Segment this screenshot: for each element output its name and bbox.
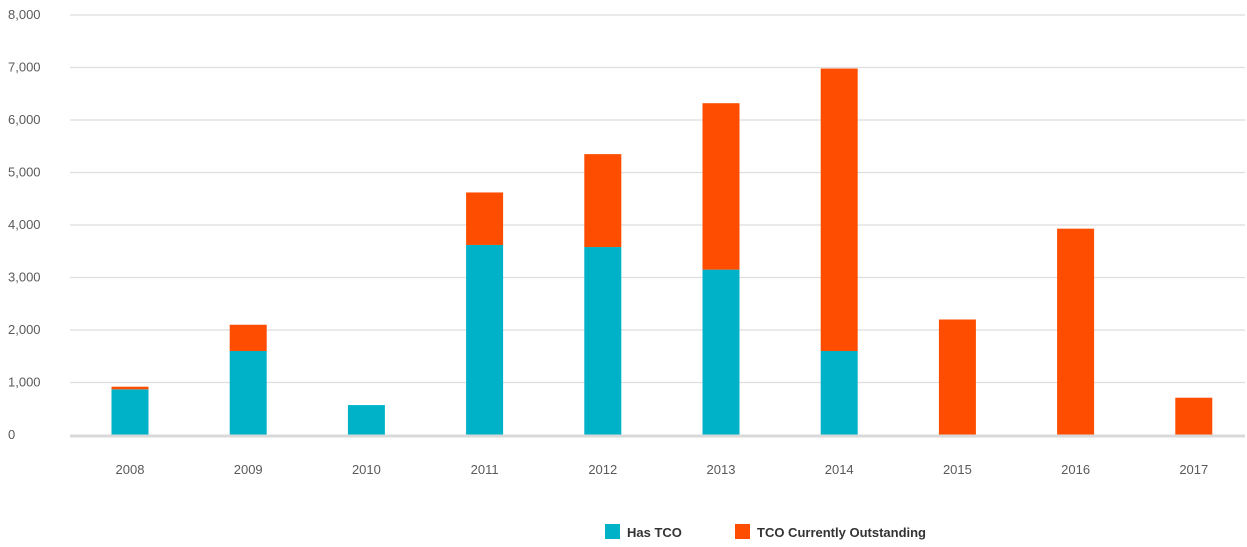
y-tick-label: 0 (8, 427, 15, 442)
y-tick-label: 1,000 (8, 375, 41, 390)
y-tick-label: 4,000 (8, 217, 41, 232)
y-axis: 0 1,000 2,000 3,000 4,000 5,000 6,000 7,000 8,00… (8, 7, 41, 442)
bar-2012-series-2 (584, 154, 622, 248)
y-tick-label: 5,000 (8, 165, 41, 180)
legend-label-2: TCO Currently Outstanding (757, 525, 926, 540)
x-tick-label: 2008 (116, 462, 145, 477)
x-tick-label: 2009 (234, 462, 263, 477)
legend: Has TCO TCO Currently Outstanding (605, 524, 926, 540)
legend-swatch-2 (735, 524, 750, 539)
x-tick-label: 2014 (825, 462, 854, 477)
x-tick-label: 2016 (1061, 462, 1090, 477)
y-tick-label: 3,000 (8, 270, 41, 285)
bar-2016-series-2 (1057, 228, 1095, 435)
x-tick-label: 2010 (352, 462, 381, 477)
legend-label-1: Has TCO (627, 525, 682, 540)
bar-2015-series-2 (938, 319, 976, 435)
x-axis: 2008 2009 2010 2011 2012 2013 2014 2015 2016 2017 (70, 434, 1245, 477)
y-tick-label: 7,000 (8, 60, 41, 75)
x-tick-label: 2012 (588, 462, 617, 477)
bars (111, 68, 1213, 435)
bar-2009-series-2 (229, 324, 267, 351)
y-tick-label: 6,000 (8, 112, 41, 127)
x-tick-label: 2011 (471, 462, 499, 477)
bar-2017-series-2 (1175, 397, 1213, 435)
bar-2013-series-2 (702, 103, 740, 270)
x-tick-label: 2015 (943, 462, 972, 477)
bar-2014-series-2 (820, 68, 858, 352)
bar-2010-series-1 (347, 405, 385, 435)
bar-2014-series-1 (820, 351, 858, 435)
bar-2011-series-2 (466, 192, 504, 245)
y-tick-label: 8,000 (8, 7, 41, 22)
y-tick-label: 2,000 (8, 322, 41, 337)
legend-swatch-1 (605, 524, 620, 539)
x-tick-label: 2017 (1179, 462, 1208, 477)
bar-2008-series-2 (111, 386, 149, 390)
bar-2011-series-1 (466, 244, 504, 435)
bar-2008-series-1 (111, 389, 149, 435)
x-tick-label: 2013 (707, 462, 736, 477)
bar-2012-series-1 (584, 247, 622, 435)
bar-2013-series-1 (702, 269, 740, 435)
bar-2009-series-1 (229, 351, 267, 435)
